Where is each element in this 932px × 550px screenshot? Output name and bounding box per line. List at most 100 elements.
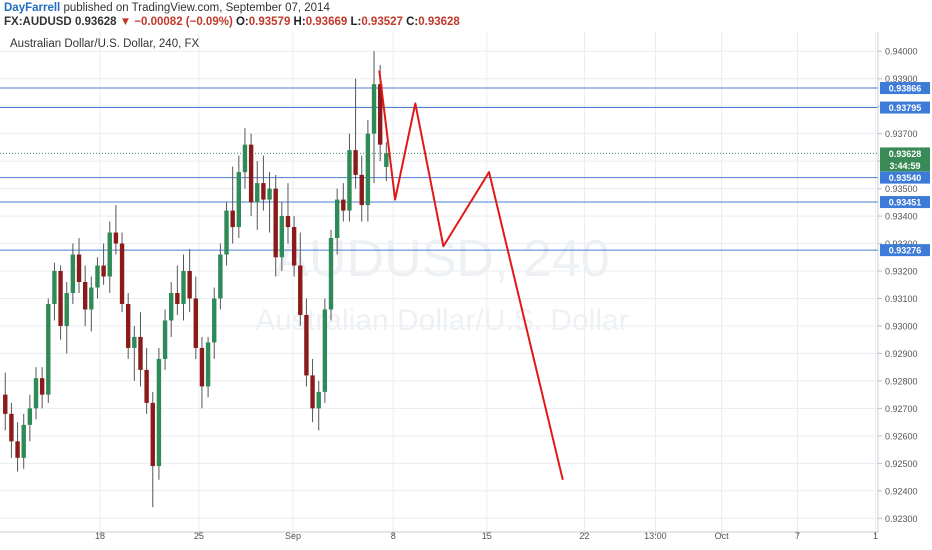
candle-down bbox=[261, 183, 266, 200]
countdown-label: 3:44:59 bbox=[889, 161, 920, 171]
candle-down bbox=[187, 271, 192, 299]
candlesticks bbox=[3, 51, 389, 508]
x-tick-label: 18 bbox=[95, 531, 105, 541]
down-triangle-icon: ▼ bbox=[119, 16, 132, 28]
candle-up bbox=[64, 292, 69, 326]
candle-down bbox=[144, 369, 149, 403]
y-tick-label: 0.93500 bbox=[885, 184, 918, 194]
candle-up bbox=[316, 391, 321, 409]
x-tick-label: 25 bbox=[194, 531, 204, 541]
candle-down bbox=[359, 174, 364, 206]
candle-up bbox=[52, 271, 57, 304]
candle-down bbox=[193, 298, 198, 348]
candle-down bbox=[125, 303, 131, 348]
candle-up bbox=[212, 298, 217, 343]
x-tick-label: 7 bbox=[795, 531, 800, 541]
last-price-label: 0.93628 bbox=[889, 149, 922, 159]
candle-up bbox=[334, 199, 340, 239]
candle-down bbox=[58, 271, 63, 326]
x-tick-label: Oct bbox=[715, 531, 730, 541]
candle-down bbox=[377, 84, 383, 145]
y-tick-label: 0.93200 bbox=[885, 267, 918, 277]
open-label: O: bbox=[235, 16, 249, 28]
candle-down bbox=[82, 282, 88, 310]
candle-down bbox=[298, 265, 303, 315]
candle-up bbox=[371, 84, 377, 134]
projection-path bbox=[378, 70, 564, 481]
x-tick-label: 22 bbox=[579, 531, 589, 541]
grid-lines bbox=[0, 32, 878, 532]
level-label-box bbox=[880, 244, 930, 257]
level-label-box bbox=[880, 101, 930, 114]
y-tick-label: 0.92800 bbox=[885, 376, 918, 386]
candle-up bbox=[328, 238, 334, 310]
candle-down bbox=[248, 144, 254, 203]
candle-up bbox=[279, 216, 285, 258]
y-tick-label: 0.92900 bbox=[885, 349, 918, 359]
last-price-box bbox=[880, 147, 930, 172]
high-label: H: bbox=[293, 16, 306, 28]
candle-up bbox=[322, 309, 328, 392]
candle-down bbox=[150, 402, 155, 467]
y-tick-label: 0.93900 bbox=[885, 74, 918, 84]
candle-up bbox=[218, 254, 223, 299]
candle-down bbox=[39, 378, 45, 395]
y-tick-label: 0.93000 bbox=[885, 321, 918, 331]
candle-up bbox=[365, 133, 371, 206]
candle-down bbox=[76, 254, 82, 282]
candle-up bbox=[70, 254, 76, 293]
level-label: 0.93540 bbox=[889, 173, 922, 183]
y-tick-label: 0.93100 bbox=[885, 294, 918, 304]
x-tick-label: 13:00 bbox=[644, 531, 667, 541]
low-label: L: bbox=[350, 16, 362, 28]
chart-title: Australian Dollar/U.S. Dollar, 240, FX bbox=[10, 38, 200, 50]
author-link[interactable]: DayFarrell bbox=[4, 2, 61, 14]
last-price: 0.93628 bbox=[74, 16, 117, 28]
published-text: published on TradingView.com, September … bbox=[60, 2, 330, 14]
y-tick-label: 0.93300 bbox=[885, 239, 918, 249]
close-label: C: bbox=[406, 16, 419, 28]
candle-down bbox=[119, 243, 125, 304]
candle-down bbox=[341, 199, 346, 211]
candle-up bbox=[236, 172, 242, 228]
time-axis[interactable]: 18 25 Sep 8 15 22 13:00 Oct 7 1 bbox=[95, 531, 878, 541]
watermark-description: Australian Dollar/U.S. Dollar bbox=[255, 304, 628, 337]
candle-down bbox=[15, 441, 20, 458]
candle-down bbox=[304, 314, 309, 376]
y-tick-label: 0.92400 bbox=[885, 486, 918, 496]
y-tick-label: 0.92300 bbox=[885, 514, 918, 524]
candle-up bbox=[132, 336, 137, 348]
candle-up bbox=[347, 150, 352, 211]
candle-up bbox=[242, 144, 248, 173]
quote-line: FX:AUDUSD 0.93628 ▼ −0.00082 (−0.09%) O:… bbox=[4, 16, 460, 28]
level-label: 0.93866 bbox=[889, 84, 922, 94]
candle-up bbox=[169, 292, 174, 321]
candle-up bbox=[107, 232, 112, 277]
candle-down bbox=[113, 232, 119, 244]
low-value: 0.93527 bbox=[361, 16, 403, 28]
candle-down bbox=[291, 227, 297, 266]
level-label: 0.93795 bbox=[889, 103, 922, 113]
candle-up bbox=[181, 271, 186, 304]
watermark: AUDUSD, 240 Australian Dollar/U.S. Dolla… bbox=[255, 230, 628, 337]
candle-down bbox=[199, 347, 205, 387]
candle-down bbox=[353, 150, 358, 175]
symbol[interactable]: FX:AUDUSD bbox=[4, 16, 72, 28]
level-label-box bbox=[880, 196, 930, 209]
candle-down bbox=[9, 413, 14, 442]
horizontal-levels bbox=[0, 87, 878, 251]
candle-down bbox=[101, 265, 106, 277]
candle-up bbox=[224, 210, 229, 255]
candle-up bbox=[267, 188, 272, 200]
open-value: 0.93579 bbox=[248, 16, 291, 28]
publish-line: DayFarrell published on TradingView.com,… bbox=[4, 2, 330, 14]
candle-up bbox=[33, 378, 39, 409]
candle-up bbox=[21, 424, 26, 458]
candle-up bbox=[95, 265, 100, 288]
close-value: 0.93628 bbox=[418, 16, 460, 28]
y-tick-label: 0.92700 bbox=[885, 404, 918, 414]
candle-down bbox=[3, 394, 8, 414]
candle-up bbox=[255, 183, 260, 203]
